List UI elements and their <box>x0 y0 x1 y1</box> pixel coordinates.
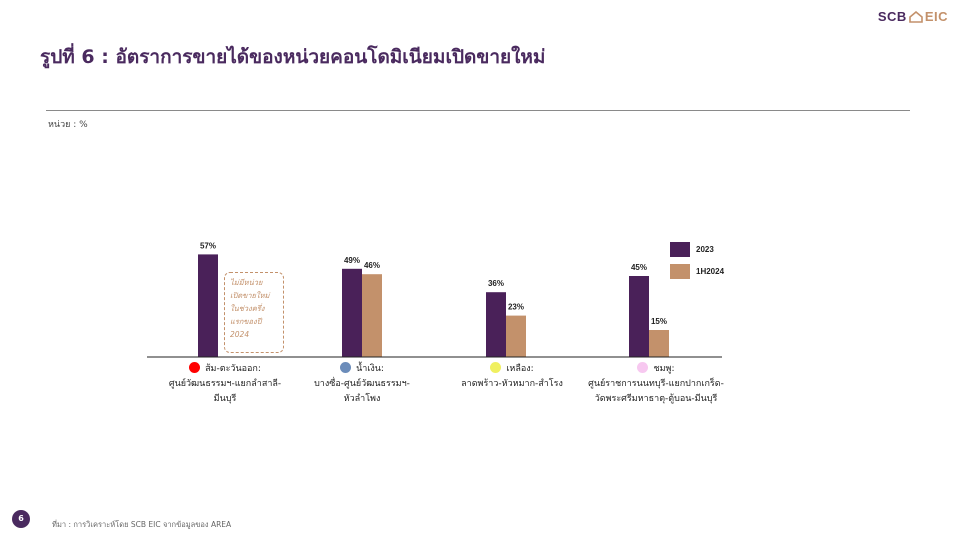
bar-2023-3 <box>629 276 649 357</box>
chart-legend: 2023 1H2024 <box>670 242 724 286</box>
data-label: 23% <box>508 303 524 312</box>
category-name: น้ำเงิน: <box>356 364 384 374</box>
bar-2023-0 <box>198 254 218 357</box>
category-label-pink-line: ชมพู: ศูนย์ราชการนนทบุรี-แยกปากเกร็ด- วั… <box>571 362 741 407</box>
unit-label: หน่วย : % <box>48 120 88 130</box>
category-route: ศูนย์วัฒนธรรมฯ-แยกลำสาลี- <box>168 379 282 389</box>
data-label: 46% <box>364 261 380 270</box>
bar-1H2024-3 <box>649 330 669 357</box>
data-label: 57% <box>200 241 216 250</box>
category-route: ลาดพร้าว-หัวหมาก-สำโรง <box>461 379 563 389</box>
page-number: 6 <box>12 510 30 528</box>
note-line: 2024 <box>230 330 250 339</box>
bar-1H2024-2 <box>506 315 526 357</box>
house-icon <box>909 10 923 23</box>
source-note: ที่มา : การวิเคราะห์โดย SCB EIC จากข้อมู… <box>52 520 232 529</box>
category-route: หัวลำโพง <box>343 394 381 404</box>
category-route: วัดพระศรีมหาธาตุ-ตู้บอน-มีนบุรี <box>594 394 718 404</box>
category-route: บางซื่อ-ศูนย์วัฒนธรรมฯ- <box>314 379 410 389</box>
legend-item-2023: 2023 <box>670 242 724 257</box>
note-line: ในช่วงครึ่ง <box>230 304 265 313</box>
line-color-dot <box>189 362 201 373</box>
bar-2023-2 <box>486 292 506 357</box>
divider <box>46 110 910 111</box>
data-label: 15% <box>651 317 667 326</box>
bar-2023-1 <box>342 268 362 357</box>
category-name: ชมพู: <box>653 364 675 374</box>
scb-eic-logo: SCB EIC <box>877 9 948 24</box>
category-route: ศูนย์ราชการนนทบุรี-แยกปากเกร็ด- <box>588 379 724 389</box>
category-label-yellow-line: เหลือง: ลาดพร้าว-หัวหมาก-สำโรง <box>437 362 587 392</box>
legend-swatch <box>670 242 690 257</box>
bar-1H2024-1 <box>362 274 382 357</box>
note-line: แรกของปี <box>230 317 262 326</box>
category-label-orange-line: ส้ม-ตะวันออก: ศูนย์วัฒนธรรมฯ-แยกลำสาลี- … <box>150 362 300 407</box>
data-label: 36% <box>488 279 504 288</box>
category-route: มีนบุรี <box>213 394 237 404</box>
legend-swatch <box>670 264 690 279</box>
category-name: ส้ม-ตะวันออก: <box>205 364 261 374</box>
page-title: รูปที่ 6 : อัตราการขายได้ของหน่วยคอนโดมิ… <box>40 46 546 68</box>
note-line: ไม่มีหน่วย <box>230 278 263 287</box>
line-color-dot <box>637 362 649 373</box>
note-line: เปิดขายใหม่ <box>230 291 270 300</box>
legend-label: 2023 <box>696 245 714 254</box>
legend-label: 1H2024 <box>696 267 725 276</box>
category-label-blue-line: น้ำเงิน: บางซื่อ-ศูนย์วัฒนธรรมฯ- หัวลำโพ… <box>287 362 437 407</box>
line-color-dot <box>340 362 352 373</box>
data-label: 49% <box>344 256 360 265</box>
legend-item-1h2024: 1H2024 <box>670 264 724 279</box>
no-new-units-note: ไม่มีหน่วย เปิดขายใหม่ ในช่วงครึ่ง แรกขอ… <box>224 272 284 353</box>
category-name: เหลือง: <box>506 364 534 374</box>
line-color-dot <box>490 362 502 373</box>
data-label: 45% <box>631 263 647 272</box>
